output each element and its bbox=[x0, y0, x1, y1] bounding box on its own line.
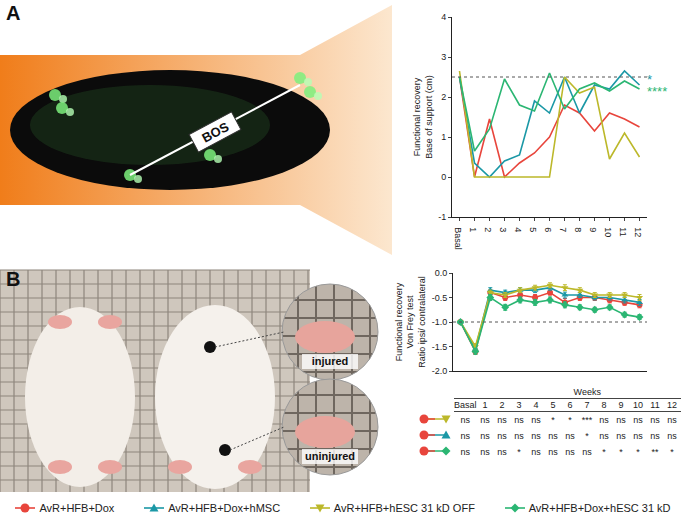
svg-text:1: 1 bbox=[441, 132, 446, 142]
svg-text:4: 4 bbox=[441, 12, 446, 22]
svg-text:12: 12 bbox=[633, 227, 643, 237]
html-text:ns: ns bbox=[460, 430, 470, 441]
html-text:4: 4 bbox=[533, 400, 539, 410]
svg-text:-1.0: -1.0 bbox=[432, 317, 448, 327]
svg-text:A: A bbox=[6, 2, 20, 24]
svg-text:-0.5: -0.5 bbox=[432, 293, 448, 303]
html-text:ns: ns bbox=[531, 414, 541, 425]
html-text:ns: ns bbox=[599, 430, 609, 441]
html-text:ns: ns bbox=[633, 430, 643, 441]
html-text:ns: ns bbox=[531, 430, 541, 441]
svg-text:-1.5: -1.5 bbox=[432, 342, 448, 352]
html-text:ns: ns bbox=[650, 430, 660, 441]
html-text:ns: ns bbox=[582, 446, 592, 457]
html-text:12: 12 bbox=[667, 400, 677, 410]
svg-text:-1: -1 bbox=[438, 212, 446, 222]
html-text:ns: ns bbox=[667, 430, 677, 441]
svg-text:2: 2 bbox=[441, 92, 446, 102]
html-text:ns: ns bbox=[460, 446, 470, 457]
html-text:1: 1 bbox=[482, 400, 488, 410]
html-text:Weeks: Weeks bbox=[573, 387, 601, 397]
html-text:5: 5 bbox=[550, 400, 556, 410]
html-text:11: 11 bbox=[650, 400, 660, 410]
svg-text:5: 5 bbox=[528, 227, 538, 232]
html-text:ns: ns bbox=[565, 430, 575, 441]
html-text:2: 2 bbox=[499, 400, 505, 410]
svg-text:****: **** bbox=[647, 84, 667, 99]
html-text:ns: ns bbox=[650, 414, 660, 425]
svg-text:0.0: 0.0 bbox=[435, 268, 448, 278]
html-text:ns: ns bbox=[548, 446, 558, 457]
html-text:ns: ns bbox=[497, 430, 507, 441]
svg-text:Basal: Basal bbox=[453, 227, 463, 250]
html-text:ns: ns bbox=[480, 446, 490, 457]
html-text:ns: ns bbox=[633, 414, 643, 425]
html-text:ns: ns bbox=[616, 414, 626, 425]
html-text:3: 3 bbox=[516, 400, 522, 410]
html-text:ns: ns bbox=[565, 446, 575, 457]
html-text:AvR+HFB+hESC 31 kD OFF: AvR+HFB+hESC 31 kD OFF bbox=[333, 502, 475, 514]
svg-text:2: 2 bbox=[483, 227, 493, 232]
html-text:ns: ns bbox=[460, 414, 470, 425]
html-text:ns: ns bbox=[548, 430, 558, 441]
html-text:ns: ns bbox=[667, 414, 677, 425]
svg-text:10: 10 bbox=[603, 227, 613, 237]
html-text:AvR+HFB+Dox+hESC 31 kD: AvR+HFB+Dox+hESC 31 kD bbox=[528, 502, 671, 514]
svg-text:4: 4 bbox=[513, 227, 523, 232]
svg-text:6: 6 bbox=[543, 227, 553, 232]
html-text:ns: ns bbox=[531, 446, 541, 457]
html-text:ns: ns bbox=[480, 414, 490, 425]
html-text:AvR+HFB+Dox+hMSC: AvR+HFB+Dox+hMSC bbox=[168, 502, 281, 514]
html-text:ns: ns bbox=[514, 414, 524, 425]
html-text:ns: ns bbox=[497, 414, 507, 425]
svg-text:3: 3 bbox=[441, 52, 446, 62]
svg-text:injured: injured bbox=[312, 355, 349, 367]
html-text:10: 10 bbox=[633, 400, 643, 410]
svg-text:BOS: BOS bbox=[199, 119, 231, 146]
html-text:ns: ns bbox=[497, 446, 507, 457]
svg-text:*: * bbox=[647, 72, 652, 87]
svg-text:0: 0 bbox=[441, 172, 446, 182]
svg-text:B: B bbox=[6, 268, 20, 290]
svg-text:1: 1 bbox=[468, 227, 478, 232]
html-text:8: 8 bbox=[601, 400, 607, 410]
html-text:AvR+HFB+Dox: AvR+HFB+Dox bbox=[39, 502, 115, 514]
html-text:6: 6 bbox=[567, 400, 573, 410]
svg-text:8: 8 bbox=[573, 227, 583, 232]
html-text:7: 7 bbox=[584, 400, 590, 410]
svg-text:7: 7 bbox=[558, 227, 568, 232]
svg-text:Functional recoveryVon Frey te: Functional recoveryVon Frey testRatio ip… bbox=[394, 276, 427, 368]
svg-text:uninjured: uninjured bbox=[305, 450, 355, 462]
svg-text:-2.0: -2.0 bbox=[432, 366, 448, 376]
html-text:Basal: Basal bbox=[454, 400, 477, 410]
html-text:9: 9 bbox=[618, 400, 624, 410]
html-text:ns: ns bbox=[480, 430, 490, 441]
svg-text:11: 11 bbox=[618, 227, 628, 236]
svg-text:9: 9 bbox=[588, 227, 598, 232]
svg-text:3: 3 bbox=[498, 227, 508, 232]
html-text:ns: ns bbox=[616, 430, 626, 441]
html-text:ns: ns bbox=[514, 430, 524, 441]
html-text:ns: ns bbox=[599, 414, 609, 425]
svg-text:Functional recoveryBase of sup: Functional recoveryBase of support (cm) bbox=[412, 75, 434, 159]
